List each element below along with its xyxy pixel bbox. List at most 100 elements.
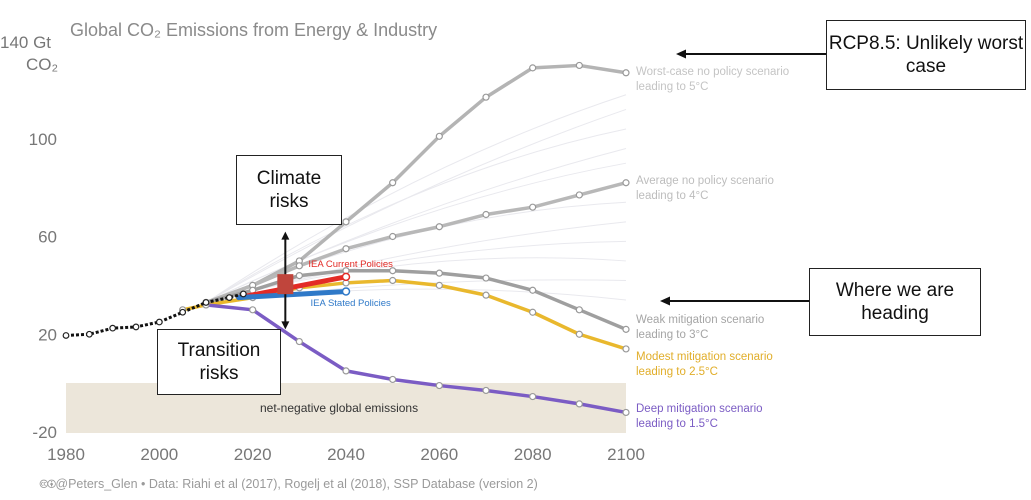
scenario-line xyxy=(204,268,628,332)
scenario-point xyxy=(389,179,397,187)
scenario-point xyxy=(435,269,443,277)
scenario-label: Weak mitigation scenario xyxy=(636,314,764,326)
chart-title: Global CO₂ Emissions from Energy & Indus… xyxy=(70,20,437,40)
historical-point xyxy=(132,323,140,331)
scenario-point xyxy=(529,392,537,401)
x-tick-label: 1980 xyxy=(47,445,85,464)
scenario-point xyxy=(575,330,583,338)
scenario-label: leading to 5°C xyxy=(636,81,708,93)
scenario-labels: IEA Current Policies IEA Stated Policies W… xyxy=(308,66,789,430)
scenario-series xyxy=(62,61,630,417)
x-tick-label: 2080 xyxy=(514,445,552,464)
scenario-point xyxy=(622,345,630,353)
scenario-point xyxy=(529,64,537,72)
scenario-point xyxy=(389,267,397,275)
x-tick-label: 2020 xyxy=(234,445,272,464)
historical-point xyxy=(109,324,117,332)
scenario-point xyxy=(342,367,350,375)
scenario-label: leading to 1.5°C xyxy=(636,418,718,430)
scenario-point xyxy=(622,179,630,187)
historical-point xyxy=(202,299,210,306)
transition-marker xyxy=(277,231,294,330)
scenario-point xyxy=(482,274,490,282)
historical-point xyxy=(239,290,247,298)
callout-climate-risks: Climate risks xyxy=(236,155,342,225)
iea-current-label: IEA Current Policies xyxy=(308,259,393,270)
scenario-point xyxy=(622,69,630,77)
rcp-arrow-head xyxy=(676,49,686,59)
background-scenario-line xyxy=(205,162,627,303)
scenario-point xyxy=(529,286,537,294)
historical-point xyxy=(155,318,163,326)
scenario-point xyxy=(389,232,397,241)
scenario-label: Worst-case no policy scenario xyxy=(636,66,789,78)
callout-rcp85: RCP8.5: Unlikely worst case xyxy=(826,20,1026,90)
scenario-label: leading to 3°C xyxy=(636,329,708,341)
y-axis-label-line2: CO₂ xyxy=(26,55,58,74)
y-tick-label: 20 xyxy=(38,325,57,344)
y-tick-label: -20 xyxy=(32,423,57,442)
x-tick-label: 2060 xyxy=(420,445,458,464)
x-tick-label: 2100 xyxy=(607,445,645,464)
callout-where-heading: Where we are heading xyxy=(809,268,981,336)
risk-arrow-head-up xyxy=(281,231,290,240)
scenario-point xyxy=(295,272,303,280)
scenario-label: Deep mitigation scenario xyxy=(636,403,763,415)
callout-arrows xyxy=(660,49,826,306)
scenario-point xyxy=(482,386,490,395)
historical-line xyxy=(65,292,244,337)
data-credit: 🅭🅯@Peters_Glen • Data: Riahi et al (2017… xyxy=(39,477,538,491)
y-axis-ticks: -20 20 60 100 xyxy=(29,130,57,442)
risk-arrow-head-down xyxy=(281,321,290,330)
iea-endpoint xyxy=(341,287,351,296)
historical-point xyxy=(85,330,93,338)
scenario-point xyxy=(622,325,630,333)
scenario-point xyxy=(575,191,583,199)
x-tick-label: 2000 xyxy=(140,445,178,464)
y-tick-label: 100 xyxy=(29,130,57,149)
scenario-line xyxy=(204,63,628,305)
scenario-point xyxy=(529,203,537,211)
historical-point xyxy=(62,332,70,339)
iea-stated-label: IEA Stated Policies xyxy=(311,298,392,309)
scenario-point xyxy=(342,245,350,253)
scenario-label: Average no policy scenario xyxy=(636,175,774,187)
scenario-point xyxy=(482,291,490,299)
background-scenario-line xyxy=(205,128,627,303)
scenario-line xyxy=(204,303,628,415)
x-tick-label: 2040 xyxy=(327,445,365,464)
scenario-point xyxy=(249,306,257,314)
scenario-point xyxy=(482,93,490,101)
scenario-point xyxy=(295,262,303,270)
risk-marker-square xyxy=(277,274,294,295)
scenario-label: leading to 2.5°C xyxy=(636,366,718,378)
scenario-point xyxy=(575,61,583,70)
scenario-point xyxy=(575,400,583,408)
scenario-point xyxy=(575,306,583,314)
iea-endpoint xyxy=(341,272,351,282)
x-axis-ticks: 1980 2000 2020 2040 2060 2080 2100 xyxy=(47,445,645,464)
scenario-point xyxy=(482,210,490,219)
scenario-label: Modest mitigation scenario xyxy=(636,351,773,363)
scenario-point xyxy=(435,381,443,390)
scenario-label: leading to 4°C xyxy=(636,190,708,202)
scenario-point xyxy=(529,308,537,316)
scenario-point xyxy=(435,281,443,289)
y-axis-label-line1: 140 Gt xyxy=(0,33,51,52)
scenario-point xyxy=(295,337,303,346)
historical-point xyxy=(179,308,187,316)
scenario-point xyxy=(622,408,630,417)
where-arrow-head xyxy=(660,296,670,306)
scenario-line xyxy=(204,180,628,305)
callout-transition-risks: Transition risks xyxy=(157,329,281,395)
scenario-point xyxy=(389,276,397,285)
scenario-point xyxy=(435,132,443,140)
background-scenario-line xyxy=(205,94,627,303)
y-tick-label: 60 xyxy=(38,228,57,247)
net-negative-label: net-negative global emissions xyxy=(260,401,418,415)
scenario-point xyxy=(389,375,397,384)
scenario-point xyxy=(342,218,350,226)
historical-point xyxy=(225,294,233,301)
iea-line xyxy=(236,288,349,301)
scenario-point xyxy=(435,223,443,231)
